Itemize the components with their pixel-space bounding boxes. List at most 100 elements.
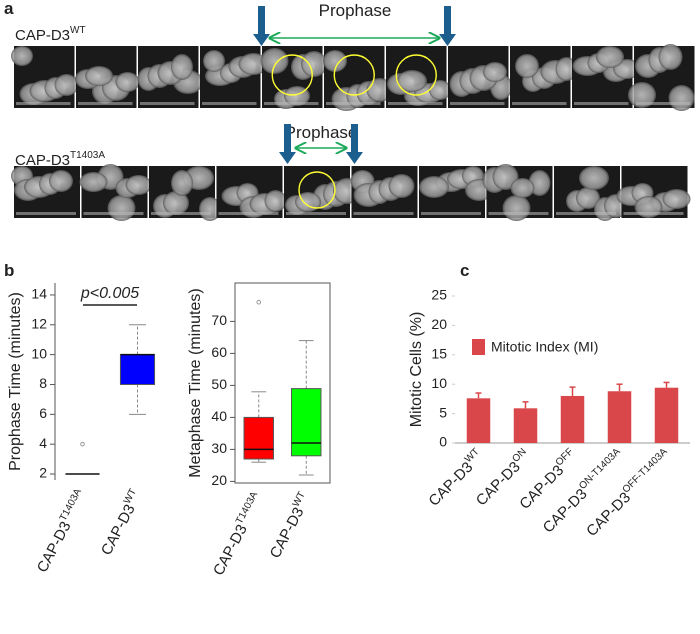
bar [654, 387, 679, 443]
cell [579, 166, 609, 190]
x-tick-label: CAP-D3WT [96, 487, 146, 558]
cell [502, 195, 531, 221]
cell-marker [333, 54, 375, 96]
row-label-text: CAP-D3 [15, 27, 70, 44]
x-tick-label-text: CAP-D3 [425, 459, 476, 510]
annotation: p<0.005 [80, 285, 139, 302]
y-tick-label: 40 [211, 408, 227, 424]
y-axis-label: Prophase Time (minutes) [7, 292, 24, 471]
y-tick-label: 6 [39, 405, 47, 421]
cell [54, 74, 79, 96]
y-tick-label: 14 [31, 286, 47, 302]
legend-label: Mitotic Index (MI) [491, 339, 598, 355]
timestamp-strip [488, 212, 549, 215]
x-tick-label: CAP-D3T1403A [208, 490, 267, 579]
x-tick-label-sup: OFF [554, 446, 576, 468]
x-tick-label-sup: T1403A [58, 487, 84, 523]
row-label-sup: WT [70, 25, 86, 36]
y-axis-label: Mitotic Cells (%) [408, 312, 425, 428]
box [243, 416, 274, 460]
cell [171, 170, 193, 196]
timestamp-strip [636, 102, 691, 105]
timestamp-strip [512, 102, 567, 105]
phase-label: Prophase [319, 1, 392, 20]
y-tick-label: 20 [431, 316, 447, 332]
bar [560, 395, 585, 443]
legend-swatch [472, 339, 485, 355]
outlier [256, 299, 262, 305]
x-tick-label: CAP-D3T1403A [32, 487, 91, 576]
y-tick-label: 8 [39, 375, 47, 391]
y-tick-label: 20 [211, 472, 227, 488]
cell [515, 54, 539, 78]
cell [301, 51, 327, 77]
cell [85, 66, 113, 86]
cell [323, 50, 347, 72]
arrows [253, 6, 456, 164]
timestamp-strip [140, 102, 195, 105]
cell [596, 46, 624, 68]
row-label-text: CAP-D3 [15, 152, 70, 169]
cell [125, 175, 152, 195]
x-tick-label-sup: WT [291, 490, 308, 509]
phase-label: Prophase [285, 123, 358, 142]
box [291, 388, 322, 457]
timestamp-strip [353, 212, 414, 215]
cell [295, 192, 321, 212]
x-tick-label: CAP-D3WT [265, 490, 315, 561]
plot-frame [234, 282, 331, 484]
timestamp-strip [83, 212, 144, 215]
cell [668, 85, 695, 111]
cell [483, 62, 507, 82]
timestamp-strip [556, 212, 616, 215]
cell [264, 190, 287, 212]
timestamp-strip [623, 212, 684, 215]
cell [510, 178, 535, 198]
timestamp-strip [264, 102, 319, 105]
x-tick-label-sup: OFF-T1403A [621, 446, 670, 495]
x-tick-label: CAP-D3OFF-T1403A [582, 446, 676, 540]
cell [658, 44, 683, 70]
timestamp-strip [388, 102, 443, 105]
cell [163, 191, 189, 215]
y-tick-label: 10 [431, 375, 447, 391]
panel-letter: c [460, 261, 469, 280]
x-tick-label-sup: WT [122, 487, 139, 506]
timestamp-strip [421, 212, 481, 215]
cell [388, 174, 415, 198]
timestamp-strip [326, 102, 381, 105]
cell-marker [298, 171, 336, 209]
y-tick-label: 15 [431, 346, 447, 362]
cell [11, 46, 33, 66]
cell [429, 80, 451, 100]
row-label: CAP-D3WT [15, 25, 86, 44]
cell [79, 172, 108, 192]
cell [49, 170, 73, 192]
y-tick-label: 25 [431, 287, 447, 303]
y-tick-label: 2 [39, 465, 47, 481]
cell [107, 195, 136, 221]
x-tick-label-text: CAP-D3 [98, 502, 139, 559]
timestamp-strip [218, 212, 279, 215]
cell [662, 189, 691, 209]
x-tick-label-text: CAP-D3 [583, 489, 634, 540]
panel-letter: a [4, 0, 14, 18]
x-tick-label-sup: ON-T1403A [577, 446, 623, 492]
timestamp-strip [78, 102, 133, 105]
cell [115, 72, 140, 92]
cell [576, 187, 600, 209]
cell [203, 50, 225, 72]
x-tick-label-text: CAP-D3 [267, 505, 308, 562]
y-tick-label: 30 [211, 440, 227, 456]
y-tick-label: 0 [439, 434, 447, 450]
bar [513, 408, 538, 443]
timestamp-strip [450, 102, 505, 105]
row-label: CAP-D3T1403A [15, 150, 105, 169]
timestamp-strip [202, 102, 257, 105]
timestamp-strip [574, 102, 629, 105]
cell [419, 176, 449, 198]
timestamp-strip [16, 102, 71, 105]
timestamp-strip [16, 212, 76, 215]
panel-letter: b [4, 261, 14, 280]
x-tick-label-text: CAP-D3 [210, 522, 251, 579]
